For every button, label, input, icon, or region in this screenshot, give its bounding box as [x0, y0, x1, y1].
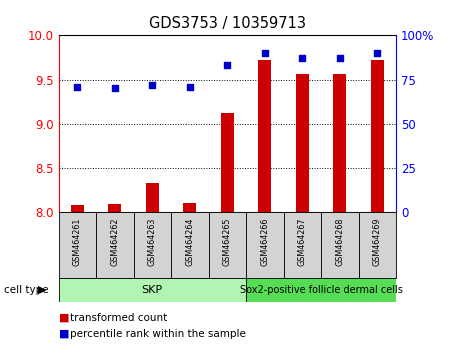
FancyBboxPatch shape: [246, 212, 284, 278]
Text: ■: ■: [58, 313, 69, 323]
FancyBboxPatch shape: [58, 278, 246, 302]
FancyBboxPatch shape: [359, 212, 396, 278]
Text: GSM464265: GSM464265: [223, 218, 232, 266]
Text: percentile rank within the sample: percentile rank within the sample: [70, 329, 246, 339]
Bar: [258, 60, 271, 212]
Text: GSM464269: GSM464269: [373, 218, 382, 266]
Bar: [371, 60, 384, 212]
Text: ▶: ▶: [38, 285, 47, 295]
FancyBboxPatch shape: [208, 212, 246, 278]
Point: [224, 63, 231, 68]
Text: GSM464268: GSM464268: [335, 218, 344, 266]
Text: GSM464264: GSM464264: [185, 218, 194, 266]
Text: GSM464267: GSM464267: [298, 218, 307, 266]
Text: GSM464262: GSM464262: [110, 218, 119, 266]
Point: [299, 56, 306, 61]
Bar: [183, 202, 196, 212]
FancyBboxPatch shape: [246, 278, 396, 302]
FancyBboxPatch shape: [171, 212, 208, 278]
Point: [336, 56, 343, 61]
Point: [111, 86, 118, 91]
Text: ■: ■: [58, 329, 69, 339]
Bar: [108, 205, 122, 212]
Bar: [220, 113, 234, 212]
Text: Sox2-positive follicle dermal cells: Sox2-positive follicle dermal cells: [239, 285, 402, 295]
Text: cell type: cell type: [4, 285, 49, 295]
FancyBboxPatch shape: [284, 212, 321, 278]
Point: [74, 84, 81, 90]
FancyBboxPatch shape: [321, 212, 359, 278]
Bar: [146, 183, 159, 212]
Point: [148, 82, 156, 88]
Text: transformed count: transformed count: [70, 313, 167, 323]
Point: [261, 50, 268, 56]
Bar: [333, 74, 346, 212]
Text: GSM464266: GSM464266: [260, 218, 269, 266]
Text: GSM464261: GSM464261: [73, 218, 82, 266]
Bar: [71, 205, 84, 212]
Title: GDS3753 / 10359713: GDS3753 / 10359713: [149, 16, 306, 32]
Point: [374, 50, 381, 56]
Point: [186, 84, 194, 90]
Bar: [296, 74, 309, 212]
FancyBboxPatch shape: [58, 212, 96, 278]
FancyBboxPatch shape: [134, 212, 171, 278]
Text: GSM464263: GSM464263: [148, 218, 157, 266]
Text: SKP: SKP: [142, 285, 163, 295]
FancyBboxPatch shape: [96, 212, 134, 278]
